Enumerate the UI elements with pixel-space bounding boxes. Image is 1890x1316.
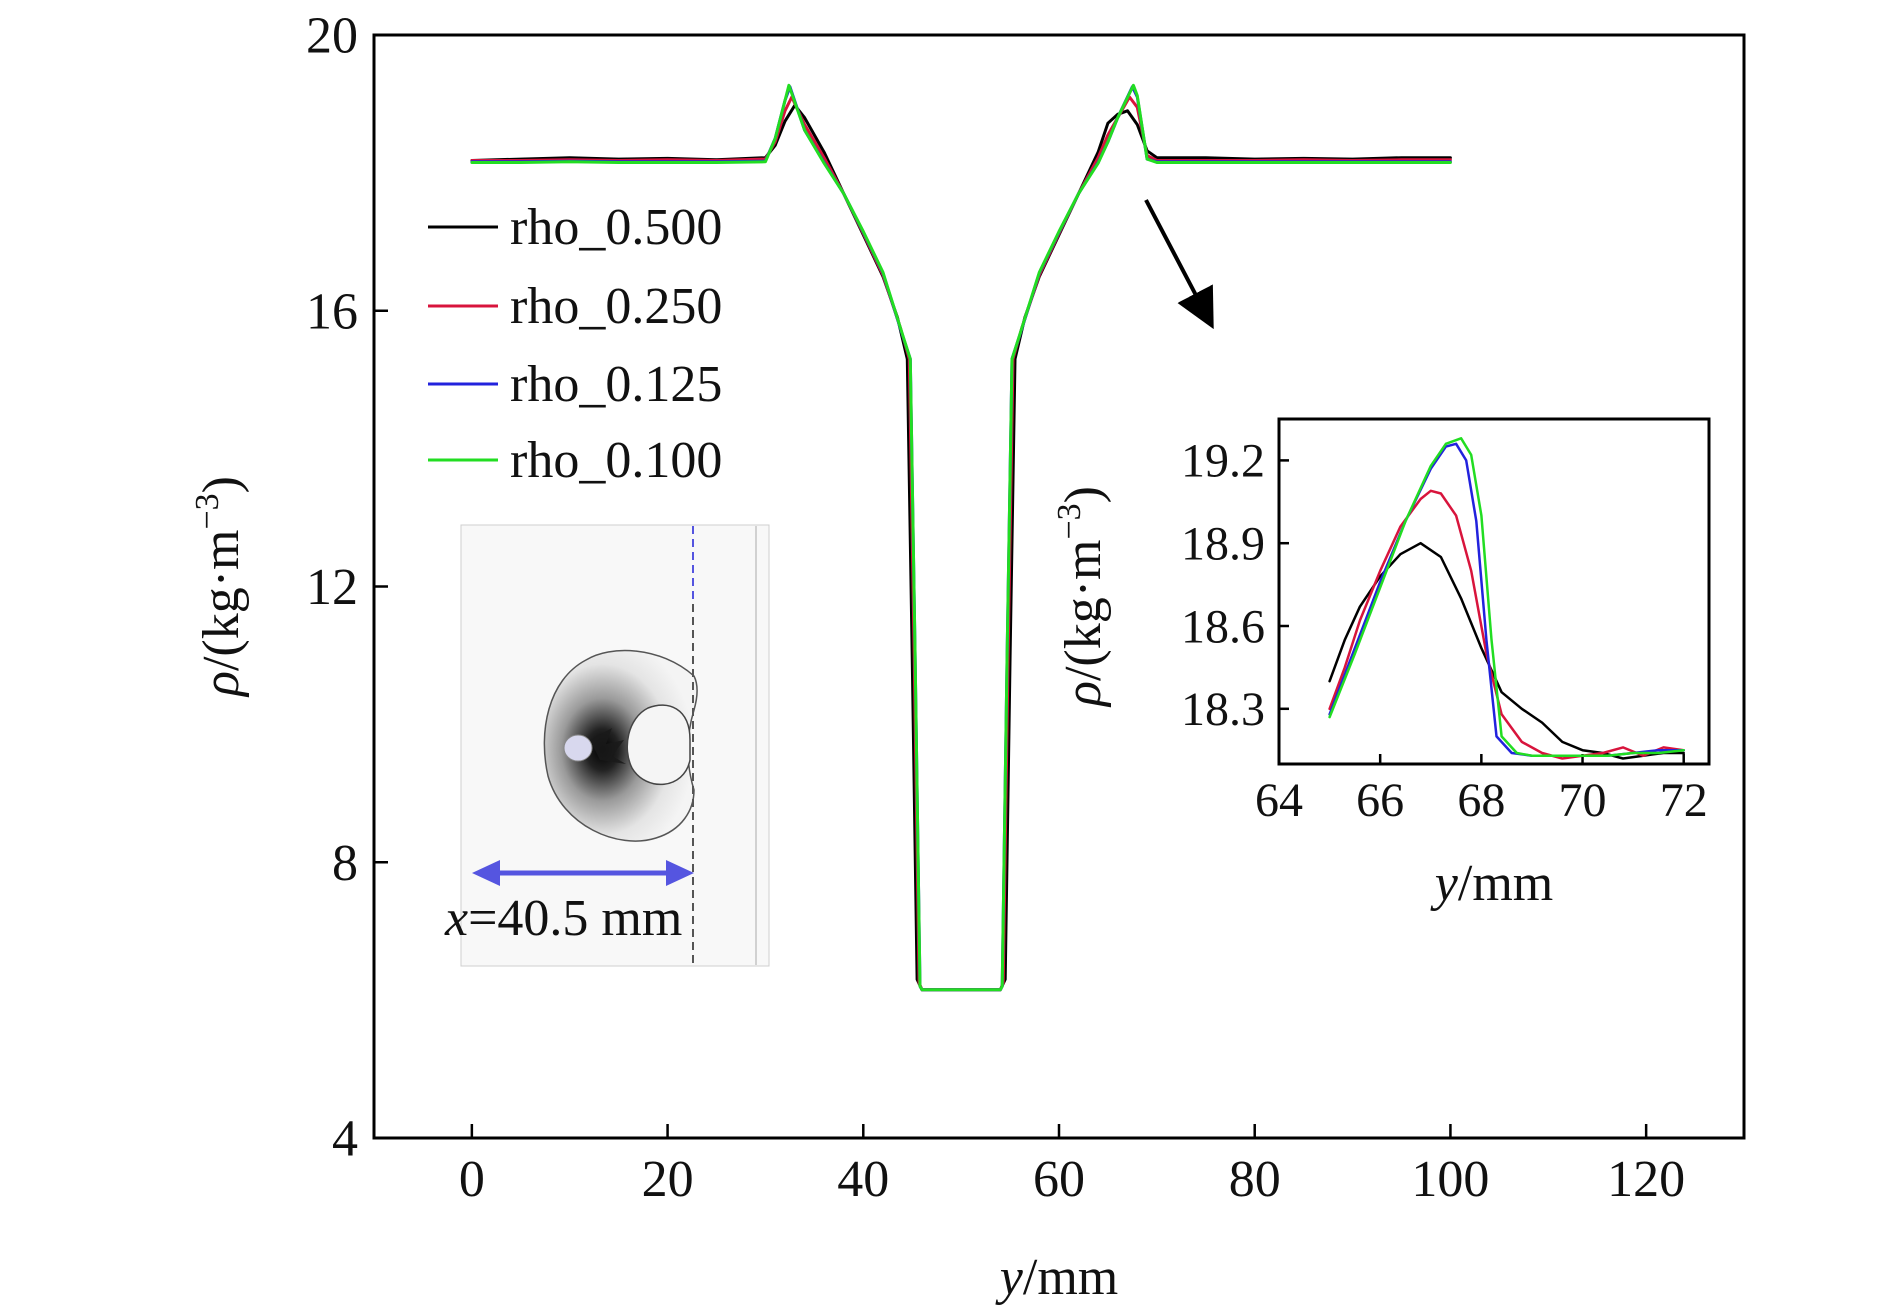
legend-item-rho-0-500: rho_0.500 (428, 199, 722, 256)
legend-label: rho_0.100 (510, 432, 722, 489)
shock-wave-shape (543, 649, 698, 842)
series-line-rho-0-100 (1328, 437, 1685, 757)
projectile-body (563, 734, 593, 762)
y-tick-label: 18.3 (1181, 683, 1265, 736)
inset-y-axis-title: ρ/(kg·m−3) (1051, 486, 1112, 708)
legend-item-rho-0-250: rho_0.250 (428, 278, 722, 335)
main-series-group (470, 83, 1452, 992)
inset-x-axis-title: y/mm (1430, 855, 1553, 912)
legend-label: rho_0.250 (510, 278, 722, 335)
inset-axis-ticks: 64 66 68 70 72 18.3 18.6 18.9 19.2 (1181, 435, 1708, 827)
legend: rho_0.500 rho_0.250 rho_0.125 rho_0.100 (428, 199, 722, 489)
series-line-rho-0-100 (470, 83, 1452, 992)
legend-label: rho_0.125 (510, 356, 722, 413)
y-tick-label: 20 (306, 8, 358, 65)
x-tick-label: 60 (1033, 1151, 1085, 1208)
y-tick-label: 18.9 (1181, 518, 1265, 571)
legend-item-rho-0-100: rho_0.100 (428, 432, 722, 489)
measure-label: x=40.5 mm (444, 890, 682, 947)
legend-item-rho-0-125: rho_0.125 (428, 356, 722, 413)
x-tick-label: 70 (1559, 774, 1607, 827)
turbulent-wake (590, 728, 626, 764)
x-tick-label: 64 (1255, 774, 1303, 827)
y-tick-label: 8 (332, 835, 358, 892)
x-tick-label: 20 (642, 1151, 694, 1208)
x-tick-label: 72 (1660, 774, 1708, 827)
main-axis-ticks: 0 20 40 60 80 100 120 4 8 12 16 20 (306, 8, 1685, 1208)
outer-shock-front (543, 649, 698, 842)
y-tick-label: 18.6 (1181, 600, 1265, 653)
series-line-rho-0-500 (1328, 541, 1685, 760)
x-tick-label: 0 (459, 1151, 485, 1208)
inner-bubble (626, 704, 691, 785)
x-tick-label: 40 (837, 1151, 889, 1208)
main-x-axis-title: y/mm (995, 1249, 1118, 1306)
x-tick-label: 66 (1356, 774, 1404, 827)
series-line-rho-0-250 (1328, 489, 1685, 760)
y-tick-label: 12 (306, 559, 358, 616)
y-tick-label: 16 (306, 283, 358, 340)
inset-series-group (1328, 437, 1685, 760)
y-tick-label: 19.2 (1181, 435, 1265, 488)
x-tick-label: 120 (1607, 1151, 1685, 1208)
main-y-axis-title: ρ/(kg·m−3) (189, 476, 250, 698)
zoom-pointer-arrow (1144, 199, 1214, 330)
y-tick-label: 4 (332, 1111, 358, 1168)
measure-arrow (472, 860, 694, 886)
x-tick-label: 80 (1229, 1151, 1281, 1208)
schematic-inset: x=40.5 mm (444, 524, 770, 967)
legend-label: rho_0.500 (510, 199, 722, 256)
measure-arrow-head-right (666, 860, 694, 886)
x-tick-label: 100 (1411, 1151, 1489, 1208)
x-tick-label: 68 (1457, 774, 1505, 827)
measure-arrow-head-left (472, 860, 500, 886)
